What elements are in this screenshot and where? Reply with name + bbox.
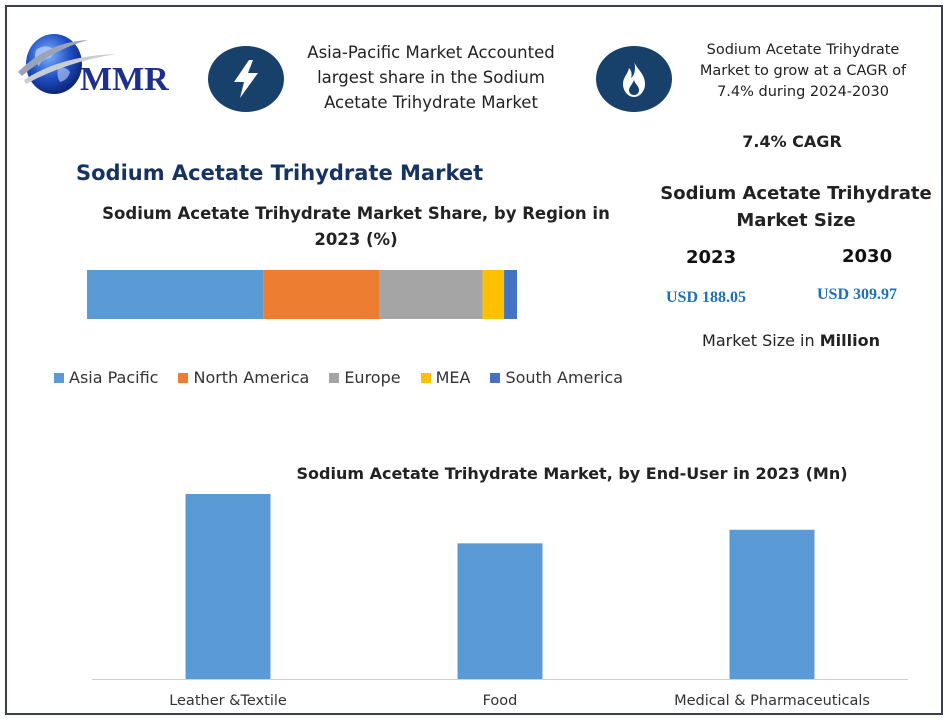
section-title: Sodium Acetate Trihydrate Market [76,161,484,185]
legend-label: MEA [435,368,471,387]
stack-segment-south-america [504,270,517,319]
lightning-icon [208,46,284,112]
unit-bold: Million [819,331,880,350]
legend-label: South America [505,368,624,387]
year-2023: 2023 [686,247,737,268]
market-size-title: Sodium Acetate Trihydrate Market Size [660,183,932,231]
legend-label: Asia Pacific [69,368,159,387]
legend-label: Europe [344,368,401,387]
legend-label: North America [193,368,310,387]
legend-swatch [54,372,64,383]
logo-text: MMR [80,61,169,98]
year-2030: 2030 [842,246,893,267]
stack-segment-mea [482,270,505,319]
legend-swatch [490,372,501,383]
flame-icon [596,46,672,112]
highlight-asia-pacific: Asia-Pacific Market Accounted largest sh… [307,43,555,112]
highlight-cagr: Sodium Acetate Trihydrate Market to grow… [699,42,907,100]
legend-swatch [178,372,189,383]
value-2030: USD 309.97 [817,286,898,303]
cagr-label: 7.4% CAGR [742,132,842,151]
market-size-unit: Market Size in Million [660,331,922,350]
end-user-chart-title: Sodium Acetate Trihydrate Market, by End… [296,464,848,483]
legend-item-asia-pacific: Asia Pacific [54,368,158,387]
value-2023: USD 188.05 [666,289,747,306]
stack-segment-north-america [263,270,380,319]
legend-item-europe: Europe [329,368,401,387]
legend-swatch [329,372,340,383]
legend-item-north-america: North America [178,368,309,387]
legend-swatch [420,372,431,383]
region-chart-title: Sodium Acetate Trihydrate Market Share, … [102,204,610,249]
region-legend: Asia Pacific North America Europe MEA South … [54,368,623,387]
stack-segment-asia-pacific [87,270,264,319]
unit-prefix: Market Size in [702,331,820,350]
mmr-logo: MMR [14,28,194,98]
legend-item-south-america: South America [490,368,623,387]
stack-segment-europe [379,270,483,319]
legend-item-mea: MEA [420,368,471,387]
region-share-chart [87,270,517,319]
